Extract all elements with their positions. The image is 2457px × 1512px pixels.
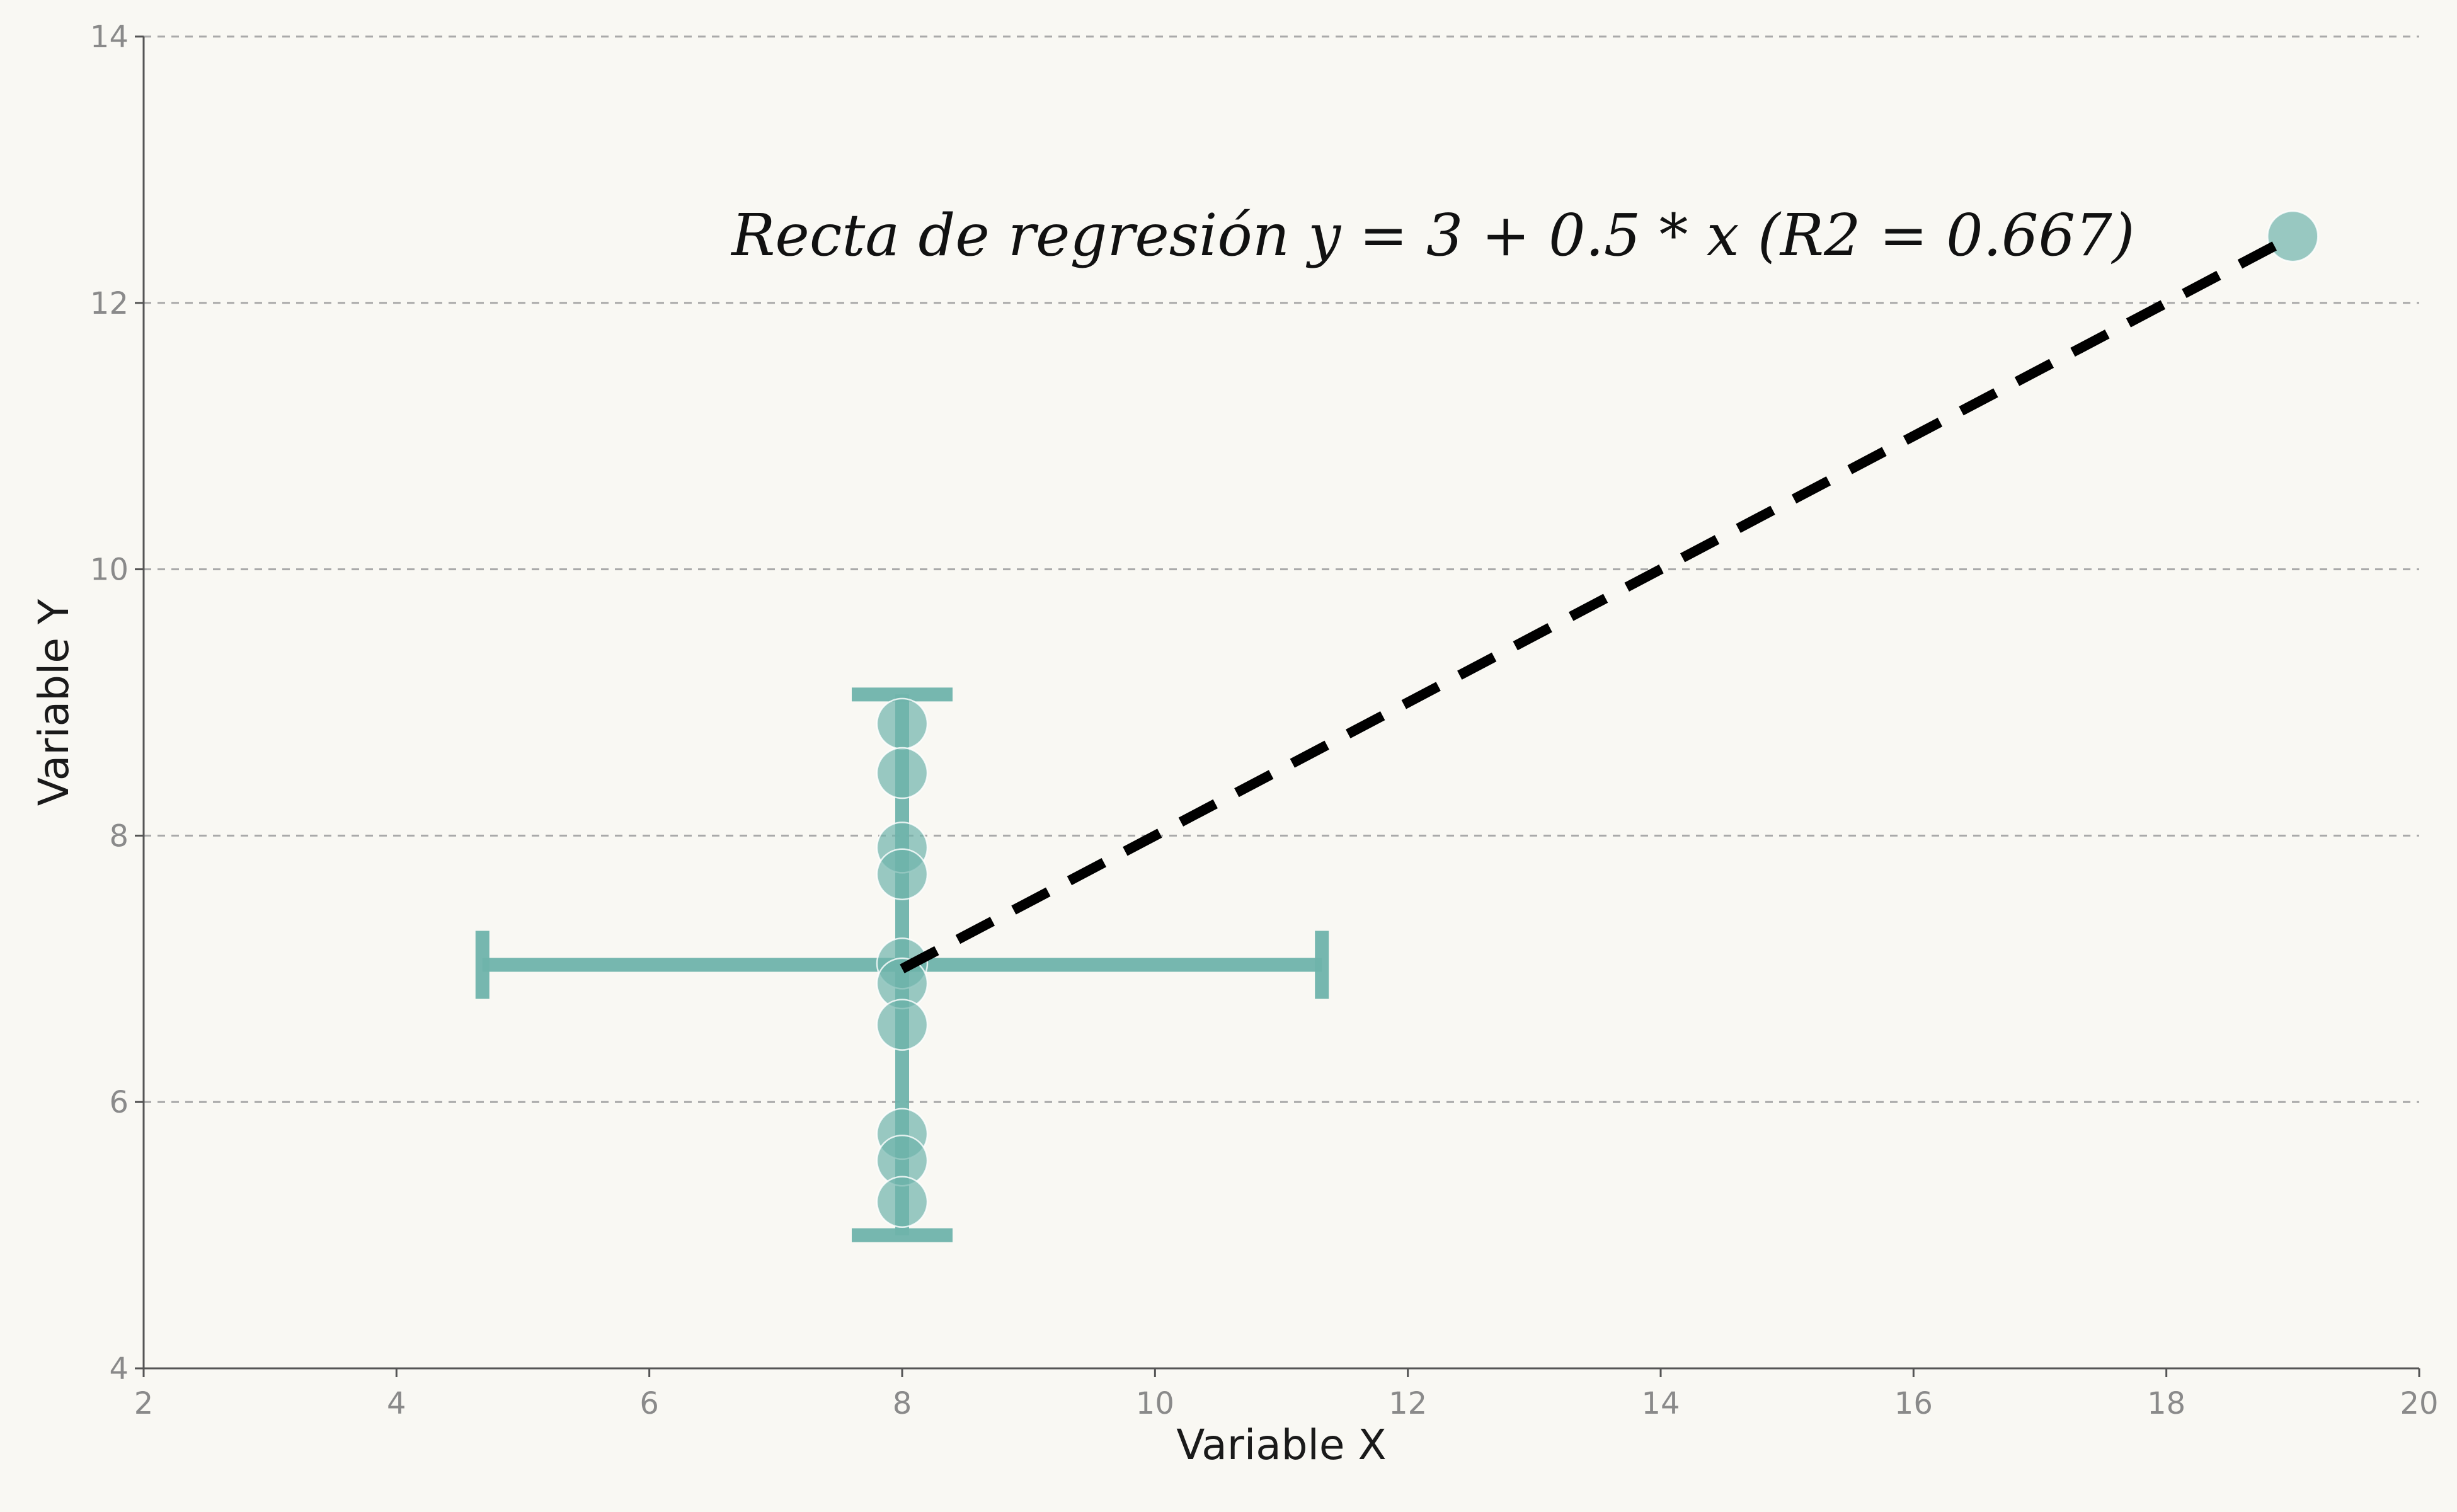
x-tick-label: 18 <box>2147 1386 2185 1421</box>
x-tick-label: 12 <box>1389 1386 1427 1421</box>
y-tick-label: 10 <box>90 553 129 588</box>
grid-layer <box>144 35 2419 1103</box>
x-tick-label: 10 <box>1136 1386 1174 1421</box>
x-tick-label: 2 <box>134 1386 154 1421</box>
y-tick-label: 8 <box>109 818 129 854</box>
y-axis-title: Variable Y <box>30 598 78 806</box>
x-tick-label: 6 <box>639 1386 659 1421</box>
data-points <box>876 210 2319 1228</box>
y-tick-label: 6 <box>109 1085 129 1120</box>
x-tick-label: 14 <box>1641 1386 1680 1421</box>
x-tick-label: 20 <box>2400 1386 2438 1421</box>
data-point <box>876 747 929 799</box>
x-tick-label: 8 <box>893 1386 912 1421</box>
data-point <box>876 1176 929 1228</box>
x-tick-label: 16 <box>1894 1386 1933 1421</box>
x-tick-label: 4 <box>387 1386 406 1421</box>
data-point <box>876 848 929 900</box>
y-tick-label: 4 <box>109 1351 129 1387</box>
data-point <box>876 697 929 750</box>
x-axis-title: Variable X <box>1176 1421 1386 1469</box>
data-point <box>876 999 929 1051</box>
regression-line-layer <box>900 232 2296 973</box>
regression-line <box>900 232 2296 973</box>
data-point <box>2267 210 2319 263</box>
regression-annotation: Recta de regresión y = 3 + 0.5 * x (R2 =… <box>730 202 2134 269</box>
y-tick-label: 14 <box>90 20 129 55</box>
y-tick-label: 12 <box>90 286 129 321</box>
